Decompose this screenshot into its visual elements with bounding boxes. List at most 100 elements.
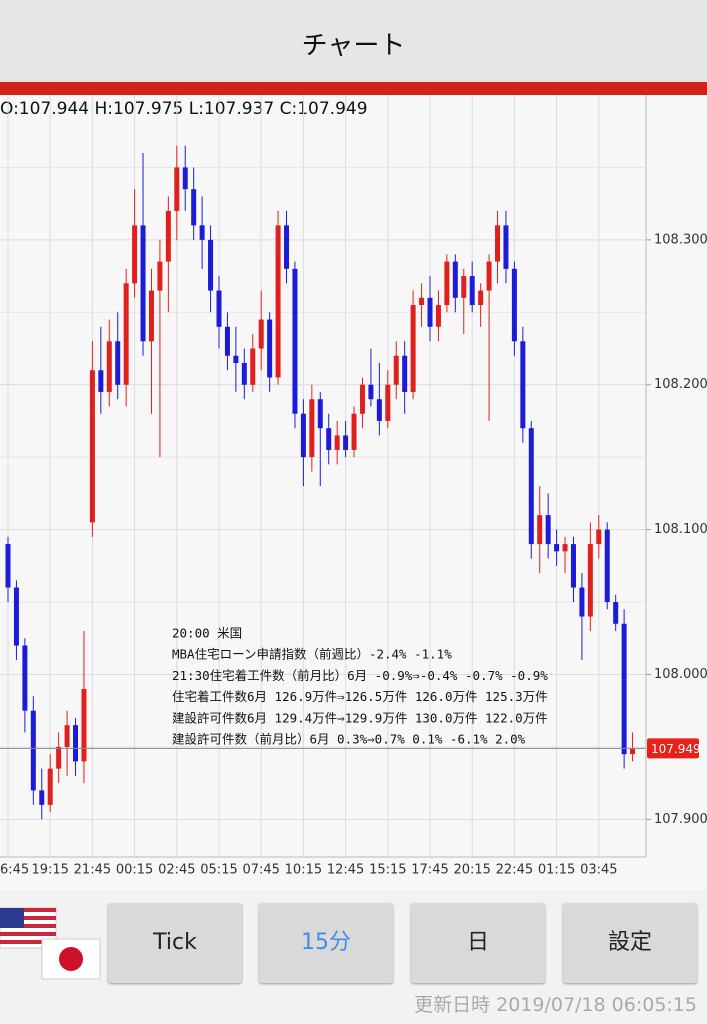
candle-body [554, 544, 560, 552]
candle-body [64, 725, 70, 747]
x-tick-label: 00:15 [116, 863, 153, 878]
current-price-label: 107.949 [651, 742, 701, 756]
x-tick-label: 10:15 [285, 863, 322, 878]
day-button[interactable]: 日 [411, 903, 545, 983]
candle-body [73, 725, 79, 762]
candle-body [528, 428, 534, 545]
candle-body [419, 297, 425, 306]
settings-button[interactable]: 設定 [563, 903, 697, 983]
candle-body [56, 746, 62, 769]
candle-body [233, 355, 239, 364]
candle-body [250, 348, 256, 385]
candle-body [224, 326, 230, 356]
x-tick-label: 03:45 [580, 863, 617, 878]
candle-body [393, 355, 399, 385]
y-tick-label: 108.200 [654, 377, 707, 392]
candle-body [486, 261, 492, 291]
candle-body [343, 435, 349, 450]
candle-body [376, 399, 382, 421]
candle-body [410, 305, 416, 392]
x-tick-label: 20:15 [453, 863, 490, 878]
title-bar: チャート [0, 0, 707, 82]
ohlc-quote: O:107.944 H:107.975 L:107.937 C:107.949 [0, 99, 368, 119]
candle-body [469, 276, 475, 306]
candle-body [174, 167, 180, 211]
x-tick-label: 22:45 [496, 863, 533, 878]
updated-time: 更新日時 2019/07/18 06:05:15 [414, 994, 697, 1016]
candle-body [511, 268, 517, 342]
x-tick-label: 07:45 [242, 863, 279, 878]
candle-body [630, 748, 636, 755]
y-tick-label: 108.000 [654, 667, 707, 682]
candle-body [478, 290, 484, 306]
y-tick-label: 107.900 [654, 812, 707, 827]
candle-body [317, 399, 323, 429]
annotation-line: 20:00 米国 [172, 626, 242, 641]
candle-body [545, 515, 551, 545]
tick-button[interactable]: Tick [108, 903, 242, 983]
candle-body [148, 290, 154, 342]
candle-body [267, 319, 273, 378]
candle-body [30, 710, 36, 791]
candle-body [81, 688, 87, 762]
candle-body [22, 645, 28, 711]
candle-body [241, 363, 247, 385]
candle-body [570, 544, 576, 588]
candle-body [495, 225, 501, 262]
candle-body [359, 384, 365, 414]
candle-body [402, 355, 408, 392]
x-tick-label: 05:15 [200, 863, 237, 878]
annotation-line: 建設許可件数6月 129.4万件⇒129.9万件 130.0万件 122.0万件 [172, 710, 548, 725]
candle-body [284, 225, 290, 269]
x-tick-label: 19:15 [31, 863, 68, 878]
candle-body [621, 623, 627, 755]
candle-body [596, 529, 602, 545]
candle-body [182, 167, 188, 190]
candle-body [199, 225, 205, 240]
annotation-line: MBA住宅ローン申請指数（前週比）-2.4% -1.1% [172, 647, 452, 662]
15min-button[interactable]: 15分 [259, 903, 393, 983]
current-price-box [647, 738, 699, 759]
x-tick-label: 12:45 [327, 863, 364, 878]
currency-flags [0, 907, 101, 980]
candle-body [385, 384, 391, 421]
candle-body [351, 413, 357, 450]
x-tick-label: 21:45 [74, 863, 111, 878]
candle-body [39, 790, 45, 805]
candle-body [503, 225, 509, 269]
candle-body [115, 341, 121, 385]
candle-body [613, 602, 619, 624]
candle-body [427, 297, 433, 327]
candle-body [435, 305, 441, 327]
candle-body [537, 515, 543, 545]
candle-body [208, 239, 214, 291]
annotation-line: 住宅着工件数6月 126.9万件⇒126.5万件 126.0万件 125.3万件 [172, 689, 548, 704]
candle-body [300, 413, 306, 458]
candle-body [47, 768, 53, 805]
candle-body [309, 399, 315, 458]
candle-body [140, 225, 146, 342]
y-tick-label: 108.100 [654, 522, 707, 537]
candle-body [604, 529, 610, 603]
candle-body [13, 587, 19, 646]
candle-body [123, 283, 129, 385]
y-tick-label: 108.300 [654, 232, 707, 247]
chart: O:107.944 H:107.975 L:107.937 C:107.949 … [0, 95, 707, 890]
candle-body [587, 544, 593, 617]
x-tick-label: 6:45 [0, 863, 29, 878]
candle-body [275, 225, 281, 378]
candle-body [326, 428, 332, 450]
chart-background [0, 95, 707, 890]
x-tick-label: 01:15 [538, 863, 575, 878]
candle-body [157, 261, 163, 291]
candle-body [444, 261, 450, 306]
candle-body [334, 435, 340, 450]
candle-body [5, 544, 11, 588]
candle-body [98, 370, 104, 392]
x-tick-label: 15:15 [369, 863, 406, 878]
candle-body [579, 587, 585, 617]
accent-bar [0, 82, 707, 95]
candle-body [562, 544, 568, 552]
candle-body [89, 370, 95, 523]
candle-body [191, 189, 197, 226]
